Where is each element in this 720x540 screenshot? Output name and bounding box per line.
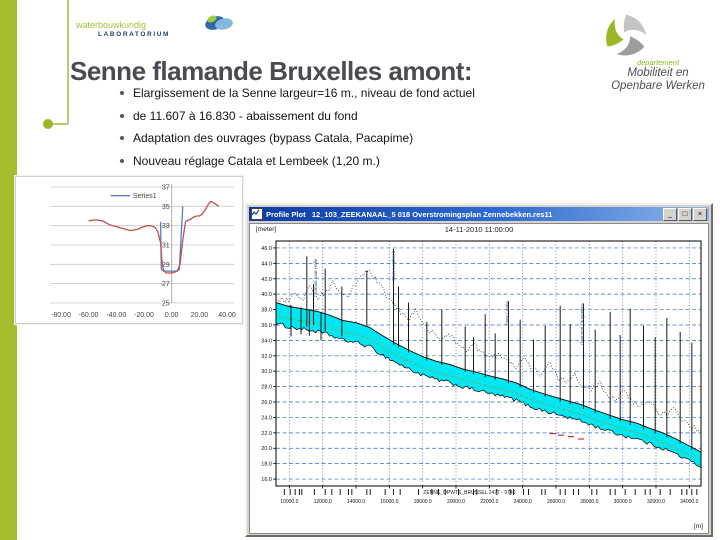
svg-text:10000.0: 10000.0 (280, 499, 298, 505)
maximize-button[interactable]: □ (678, 207, 692, 221)
svg-text:35: 35 (162, 204, 170, 211)
list-item: Adaptation des ouvrages (bypass Catala, … (120, 131, 570, 145)
window-app-icon (251, 208, 263, 220)
profile-plot-area: [meter] 14-11-2010 11:00:00 16.0 18.0 20.0… (249, 223, 709, 534)
svg-text:Overstort Drogenbos: Overstort Drogenbos (580, 303, 585, 346)
svg-text:18.0: 18.0 (261, 462, 272, 468)
svg-text:26.0: 26.0 (261, 400, 272, 406)
svg-text:20.0: 20.0 (261, 446, 272, 452)
window-title: Profile Plot 12_103_ZEEKANAAL_5 018 Over… (266, 209, 553, 219)
svg-text:32.0: 32.0 (261, 354, 272, 360)
svg-text:28.0: 28.0 (261, 385, 272, 391)
plot-date-label: 14-11-2010 11:00:00 (444, 225, 514, 234)
waterbouwkundig-logo: waterbouwkundig LABORATORIUM (76, 15, 233, 39)
decorative-dot (43, 119, 53, 129)
mow-line2-label: Openbare Werken (611, 80, 705, 93)
svg-text:Series1: Series1 (133, 193, 157, 200)
svg-text:16.0: 16.0 (261, 477, 272, 483)
svg-text:-80.00: -80.00 (51, 312, 71, 319)
svg-text:-60.00: -60.00 (79, 312, 99, 319)
svg-text:Stuw Catala: Stuw Catala (505, 301, 510, 326)
close-button[interactable]: × (693, 207, 707, 221)
mow-pinwheel-icon (598, 12, 718, 60)
svg-text:12000.0: 12000.0 (314, 499, 332, 505)
svg-text:27: 27 (162, 281, 170, 288)
mow-dept-label: departement (636, 58, 680, 67)
bullet-text: Adaptation des ouvrages (bypass Catala, … (133, 131, 414, 145)
window-controls: _ □ × (662, 207, 707, 221)
laboratorium-logo-text: LABORATORIUM (98, 31, 171, 39)
svg-text:46.0: 46.0 (261, 246, 272, 252)
bullet-icon (120, 113, 124, 118)
list-item: Nouveau réglage Catala et Lembeek (1,20 … (120, 154, 570, 168)
svg-text:38.0: 38.0 (261, 308, 272, 314)
svg-text:33: 33 (162, 223, 170, 230)
bullet-icon (120, 136, 124, 140)
svg-text:-40.00: -40.00 (106, 312, 126, 319)
svg-text:Stuw Lembeek: Stuw Lembeek (391, 250, 396, 281)
svg-text:16000.0: 16000.0 (380, 499, 398, 505)
excel-chart-svg: 25 27 29 31 33 35 37 -80.00 -60.00 -40.00 -20.00 0.… (50, 184, 236, 319)
profile-chart: 16.0 18.0 20.0 22.0 24.0 26.0 28.0 30.0 32.0 34.0… (250, 238, 706, 530)
svg-text:26000.0: 26000.0 (547, 499, 565, 505)
bullet-text: de 11.607 à 16.830 - abaissement du fond (133, 108, 358, 123)
svg-text:40.00: 40.00 (218, 312, 236, 319)
window-titlebar[interactable]: Profile Plot 12_103_ZEEKANAAL_5 018 Over… (249, 207, 709, 221)
svg-text:32000.0: 32000.0 (647, 499, 665, 505)
bullet-icon (120, 91, 124, 95)
accent-bar (0, 0, 17, 540)
water-splash-icon (202, 12, 236, 36)
svg-text:42.0: 42.0 (261, 277, 272, 283)
svg-text:44.0: 44.0 (261, 261, 272, 267)
svg-text:25: 25 (162, 301, 170, 308)
svg-text:30000.0: 30000.0 (614, 499, 632, 505)
svg-text:ZENNE_OPWTS_BRUSSEL 2477 - 974: ZENNE_OPWTS_BRUSSEL 2477 - 9746 (423, 490, 515, 496)
svg-text:20.00: 20.00 (191, 312, 209, 319)
bullet-list: Elargissement de la Senne largeur=16 m.,… (120, 86, 570, 176)
svg-text:14000.0: 14000.0 (347, 499, 365, 505)
svg-text:24.0: 24.0 (261, 415, 272, 421)
svg-text:22.0: 22.0 (261, 431, 272, 437)
y-unit-label: [meter] (256, 226, 277, 233)
svg-text:37: 37 (162, 185, 170, 192)
bullet-icon (120, 158, 124, 163)
svg-text:20000.0: 20000.0 (447, 499, 465, 505)
svg-text:30.0: 30.0 (261, 369, 272, 375)
waterbouwkundig-logo-text: waterbouwkundig (76, 20, 147, 30)
decorative-line-vertical (67, 0, 69, 124)
list-item: de 11.607 à 16.830 - abaissement du fond (120, 109, 570, 123)
x-unit-label: [m] (693, 523, 703, 530)
minimize-button[interactable]: _ (663, 207, 677, 221)
svg-text:22000.0: 22000.0 (480, 499, 498, 505)
bullet-text: Nouveau réglage Catala et Lembeek (1,20 … (133, 153, 380, 168)
profile-chart-svg: 16.0 18.0 20.0 22.0 24.0 26.0 28.0 30.0 32.0 34.0… (261, 240, 702, 505)
svg-text:28000.0: 28000.0 (580, 499, 598, 505)
svg-text:29: 29 (162, 262, 170, 269)
svg-text:34000.0: 34000.0 (680, 499, 698, 505)
svg-text:31: 31 (162, 243, 170, 250)
excel-chart: 25 27 29 31 33 35 37 -80.00 -60.00 -40.00 -20.00 0.… (15, 176, 243, 324)
decorative-line-horizontal (52, 123, 68, 125)
svg-text:34.0: 34.0 (261, 338, 272, 344)
svg-text:Kanaal naar Halle: Kanaal naar Halle (313, 258, 318, 294)
svg-text:0.00: 0.00 (165, 312, 179, 319)
svg-text:24000.0: 24000.0 (514, 499, 532, 505)
svg-text:36.0: 36.0 (261, 323, 272, 329)
svg-text:18000.0: 18000.0 (414, 499, 432, 505)
svg-text:40.0: 40.0 (261, 292, 272, 298)
list-item: Elargissement de la Senne largeur=16 m.,… (120, 86, 570, 100)
mow-line1-label: Mobiliteit en (627, 67, 689, 79)
mow-logo: departement Mobiliteit en Openbare Werke… (598, 12, 718, 93)
bullet-text: Elargissement de la Senne largeur=16 m.,… (133, 86, 475, 100)
profile-plot-window: Profile Plot 12_103_ZEEKANAAL_5 018 Over… (245, 203, 713, 537)
page-title: Senne flamande Bruxelles amont: (70, 56, 473, 86)
svg-text:-20.00: -20.00 (134, 312, 154, 319)
